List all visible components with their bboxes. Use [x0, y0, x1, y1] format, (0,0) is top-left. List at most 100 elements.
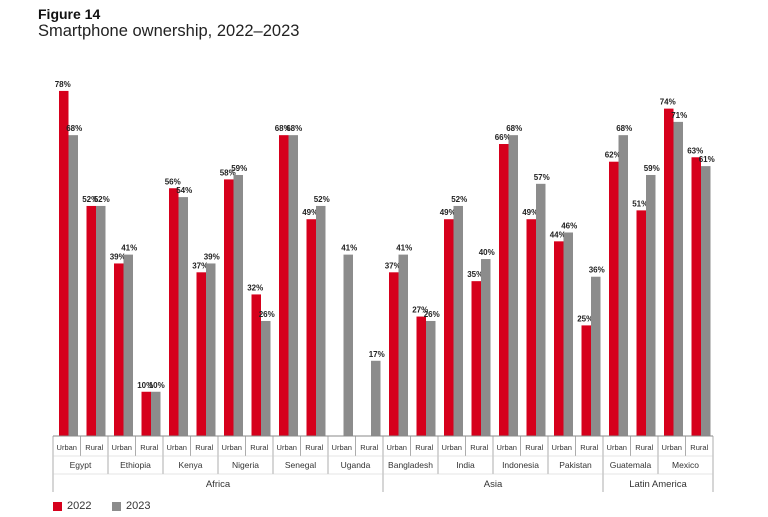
bar-2023: [398, 254, 408, 436]
country-label: Mexico: [672, 460, 699, 470]
data-label-2023: 52%: [451, 195, 467, 204]
data-label-2022: 39%: [110, 252, 126, 261]
sub-label: Rural: [690, 443, 708, 452]
sub-label: Rural: [415, 443, 433, 452]
country-label: Indonesia: [502, 460, 539, 470]
sub-label: Urban: [442, 443, 462, 452]
data-label-2022: 37%: [385, 261, 401, 270]
data-label-2023: 68%: [286, 124, 302, 133]
bar-2023: [261, 320, 271, 436]
sub-label: Rural: [580, 443, 598, 452]
sub-label: Urban: [167, 443, 187, 452]
sub-label: Urban: [387, 443, 407, 452]
data-label-2023: 40%: [479, 248, 495, 257]
legend-label-2022: 2022: [67, 500, 92, 512]
sub-label: Urban: [662, 443, 682, 452]
data-label-2022: 56%: [165, 177, 181, 186]
data-label-2023: 17%: [369, 350, 385, 359]
legend-item-2022: 2022: [53, 500, 91, 512]
bar-2022: [59, 90, 69, 436]
bar-2023: [178, 197, 188, 436]
sub-label: Rural: [85, 443, 103, 452]
bar-2023: [508, 135, 518, 436]
data-label-2022: 35%: [467, 270, 483, 279]
bar-2022: [499, 144, 509, 436]
legend-swatch-2022: [53, 501, 62, 511]
bar-2023: [563, 232, 573, 436]
bar-2022: [389, 272, 399, 436]
bar-2023: [123, 254, 133, 436]
data-label-2022: 74%: [660, 98, 676, 107]
bar-2022: [141, 391, 151, 436]
sub-label: Rural: [305, 443, 323, 452]
country-label: Bangladesh: [388, 460, 433, 470]
country-label: Senegal: [285, 460, 316, 470]
bar-2023: [316, 205, 326, 436]
data-label-2022: 25%: [577, 314, 593, 323]
legend-label-2023: 2023: [126, 500, 151, 512]
region-label: Latin America: [629, 479, 687, 490]
sub-label: Rural: [140, 443, 158, 452]
data-label-2023: 59%: [644, 164, 660, 173]
bar-2022: [196, 272, 206, 436]
data-label-2023: 36%: [589, 266, 605, 275]
bar-2022: [279, 135, 289, 436]
data-label-2022: 58%: [220, 168, 236, 177]
region-label: Africa: [206, 479, 231, 490]
sub-label: Rural: [360, 443, 378, 452]
figure-label: Figure 14: [38, 6, 101, 22]
sub-label: Rural: [195, 443, 213, 452]
data-label-2022: 66%: [495, 133, 511, 142]
bar-2023: [206, 263, 216, 436]
bar-2022: [86, 205, 96, 436]
sub-label: Rural: [635, 443, 653, 452]
bar-2022: [609, 161, 619, 436]
country-label: Pakistan: [559, 460, 592, 470]
data-label-2022: 10%: [137, 381, 153, 390]
data-label-2023: 68%: [616, 124, 632, 133]
sub-label: Urban: [277, 443, 297, 452]
sub-label: Urban: [112, 443, 132, 452]
bar-2023: [343, 254, 353, 436]
country-label: Ethiopia: [120, 460, 151, 470]
data-label-2022: 52%: [82, 195, 98, 204]
bar-2022: [471, 281, 481, 436]
data-label-2023: 52%: [94, 195, 110, 204]
bar-2023: [646, 174, 656, 436]
chart-title: Smartphone ownership, 2022–2023: [38, 22, 300, 40]
data-label-2023: 68%: [66, 124, 82, 133]
country-label: India: [456, 460, 475, 470]
data-label-2022: 37%: [192, 261, 208, 270]
data-label-2023: 41%: [341, 244, 357, 253]
bar-2022: [526, 219, 536, 436]
bar-2022: [691, 157, 701, 436]
data-label-2023: 68%: [506, 124, 522, 133]
country-label: Guatemala: [610, 460, 652, 470]
data-label-2022: 51%: [632, 199, 648, 208]
bar-2022: [224, 179, 234, 437]
data-label-2023: 26%: [259, 310, 275, 319]
sub-label: Urban: [57, 443, 77, 452]
data-label-2022: 49%: [522, 208, 538, 217]
data-label-2022: 44%: [550, 230, 566, 239]
data-label-2023: 54%: [176, 186, 192, 195]
sub-label: Rural: [525, 443, 543, 452]
bar-2023: [481, 259, 491, 436]
bar-2023: [673, 121, 683, 436]
bar-2023: [426, 320, 436, 436]
data-label-2023: 10%: [149, 381, 165, 390]
sub-label: Urban: [552, 443, 572, 452]
bar-2022: [251, 294, 261, 436]
data-label-2023: 59%: [231, 164, 247, 173]
bar-2022: [664, 108, 674, 436]
country-label: Nigeria: [232, 460, 259, 470]
bar-2023: [701, 166, 711, 436]
bar-2023: [68, 135, 78, 436]
data-label-2023: 41%: [396, 244, 412, 253]
bar-2023: [591, 276, 601, 436]
legend-swatch-2023: [112, 501, 121, 511]
data-label-2023: 41%: [121, 244, 137, 253]
bar-2022: [554, 241, 564, 436]
data-label-2022: 63%: [687, 146, 703, 155]
sub-label: Urban: [222, 443, 242, 452]
